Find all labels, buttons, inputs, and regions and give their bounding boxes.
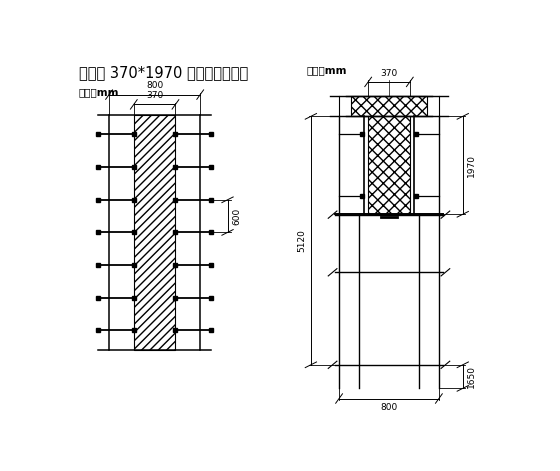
Text: 1650: 1650 xyxy=(467,365,476,388)
Text: 1970: 1970 xyxy=(467,154,476,177)
Text: 5120: 5120 xyxy=(297,229,306,252)
Bar xyxy=(351,97,427,116)
Bar xyxy=(134,114,175,350)
Text: 800: 800 xyxy=(146,81,164,90)
Text: 800: 800 xyxy=(380,403,398,412)
Text: 600: 600 xyxy=(232,207,241,225)
Text: 单位：mm: 单位：mm xyxy=(306,65,347,75)
Text: 370: 370 xyxy=(146,91,164,100)
Text: 框架梁 370*1970 模板支架计算书: 框架梁 370*1970 模板支架计算书 xyxy=(78,65,248,81)
Text: 单位：mm: 单位：mm xyxy=(78,87,119,97)
Text: 370: 370 xyxy=(380,69,398,78)
Bar xyxy=(368,116,410,214)
